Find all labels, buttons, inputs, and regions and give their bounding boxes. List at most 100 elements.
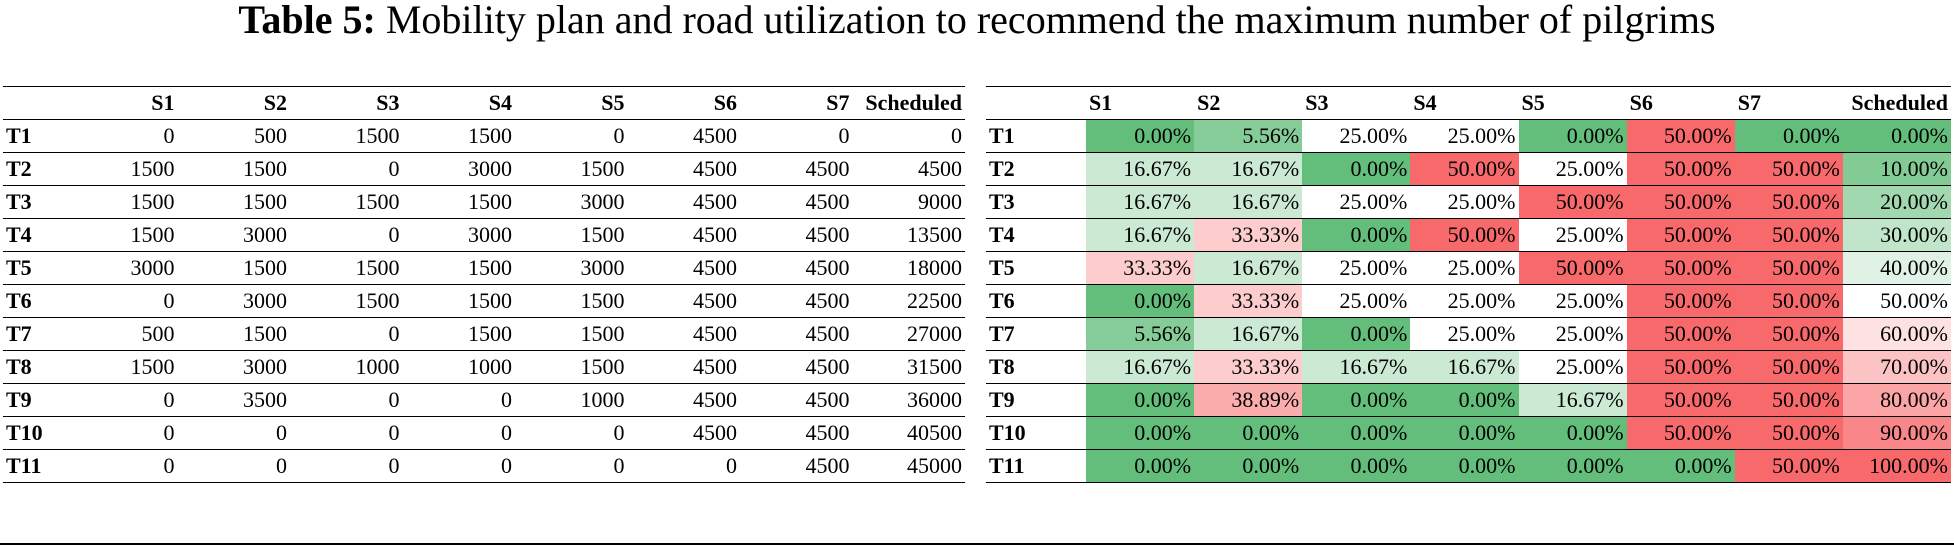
road-s2-cell: 1500 (243, 321, 287, 346)
scheduled-cell: 22500 (907, 288, 962, 313)
road-s7-cell: 50.00% (1734, 185, 1843, 219)
road-s6-cell: 50.00% (1626, 218, 1735, 252)
road-s4-cell: 3000 (468, 222, 512, 247)
road-s7-cell: 50.00% (1734, 152, 1843, 186)
row-header: T3 (6, 189, 32, 214)
row-header: T2 (6, 156, 32, 181)
road-s7-cell: 4500 (805, 321, 850, 346)
row-header: T7 (989, 321, 1015, 346)
road-s6-cell: 4500 (693, 123, 737, 148)
road-s1-cell: 1500 (130, 354, 175, 379)
road-s2-cell: 3000 (243, 354, 287, 379)
road-s2-cell: 1500 (243, 156, 287, 181)
scheduled-cell: 90.00% (1842, 416, 1951, 450)
road-s5-cell: 1000 (580, 387, 625, 412)
road-s6-cell: 50.00% (1626, 119, 1735, 153)
row-header: T7 (6, 321, 32, 346)
road-s3-cell: 25.00% (1302, 284, 1411, 318)
road-s4-cell: 1500 (468, 288, 512, 313)
corner-cell (3, 86, 65, 120)
road-s4-cell: 0 (501, 387, 512, 412)
road-s4-cell: 25.00% (1410, 185, 1519, 219)
road-s4-cell: 0.00% (1410, 449, 1519, 483)
scheduled-cell: 100.00% (1842, 449, 1951, 483)
road-s6-cell: 50.00% (1626, 251, 1735, 285)
road-s1-cell: 16.67% (1086, 152, 1195, 186)
road-s3-cell: 1500 (355, 255, 400, 280)
table-row: T10 0 0 0 0 0 4500 4500 40500 (3, 417, 965, 450)
road-s4-cell: 1500 (468, 321, 512, 346)
road-s3-cell: 0.00% (1302, 383, 1411, 417)
road-s6-cell: 4500 (693, 420, 737, 445)
road-s3-cell: 0.00% (1302, 152, 1411, 186)
road-s7-cell: 4500 (805, 354, 850, 379)
col-header-s3: S3 (1302, 86, 1411, 120)
caption-label: Table 5: (238, 0, 376, 42)
road-s4-cell: 0.00% (1410, 416, 1519, 450)
table-row: T9 0.00% 38.89% 0.00% 0.00% 16.67% 50.00% 50.00… (986, 383, 1951, 417)
road-s5-cell: 1500 (580, 156, 625, 181)
road-s6-cell: 50.00% (1626, 317, 1735, 351)
road-s1-cell: 500 (141, 321, 175, 346)
table-row: T9 0 3500 0 0 1000 4500 4500 36000 (3, 384, 965, 417)
scheduled-cell: 36000 (907, 387, 962, 412)
road-s2-cell: 0 (276, 453, 287, 478)
road-s3-cell: 1000 (355, 354, 400, 379)
road-s5-cell: 1500 (580, 222, 625, 247)
road-s2-cell: 1500 (243, 189, 287, 214)
road-s7-cell: 0 (838, 123, 850, 148)
road-s4-cell: 0 (501, 453, 512, 478)
road-s3-cell: 0 (388, 420, 400, 445)
road-s1-cell: 1500 (130, 156, 175, 181)
road-s3-cell: 0 (388, 453, 400, 478)
road-s5-cell: 1500 (580, 321, 625, 346)
road-s5-cell: 0.00% (1518, 119, 1627, 153)
road-s6-cell: 50.00% (1626, 284, 1735, 318)
road-s3-cell: 0.00% (1302, 416, 1411, 450)
road-s1-cell: 16.67% (1086, 218, 1195, 252)
table-row: T1 0 500 1500 1500 0 4500 0 0 (3, 120, 965, 153)
road-s1-cell: 1500 (130, 222, 175, 247)
road-s7-cell: 4500 (805, 288, 850, 313)
scheduled-cell: 10.00% (1842, 152, 1951, 186)
road-s2-cell: 500 (254, 123, 287, 148)
scheduled-cell: 40.00% (1842, 251, 1951, 285)
table-caption: Table 5: Mobility plan and road utilizati… (0, 0, 1954, 40)
road-s6-cell: 50.00% (1626, 152, 1735, 186)
road-s7-cell: 50.00% (1734, 218, 1843, 252)
col-header-s4: S4 (1410, 86, 1519, 120)
table-row: T5 3000 1500 1500 1500 3000 4500 4500 18000 (3, 252, 965, 285)
road-s1-cell: 0.00% (1086, 449, 1195, 483)
road-s4-cell: 25.00% (1410, 119, 1519, 153)
scheduled-cell: 31500 (907, 354, 962, 379)
road-s3-cell: 0 (388, 321, 400, 346)
road-s6-cell: 4500 (693, 387, 737, 412)
road-s5-cell: 25.00% (1518, 284, 1627, 318)
road-s2-cell: 16.67% (1194, 251, 1303, 285)
road-s1-cell: 0.00% (1086, 416, 1195, 450)
road-s4-cell: 0 (501, 420, 512, 445)
road-s7-cell: 50.00% (1734, 383, 1843, 417)
table-row: T2 1500 1500 0 3000 1500 4500 4500 4500 (3, 153, 965, 186)
col-header-s7: S7 (740, 86, 853, 120)
road-s5-cell: 0 (613, 123, 625, 148)
row-header: T4 (6, 222, 32, 247)
table-row: T10 0.00% 0.00% 0.00% 0.00% 0.00% 50.00% 50.00%… (986, 416, 1951, 450)
road-s2-cell: 38.89% (1194, 383, 1303, 417)
road-s1-cell: 0.00% (1086, 119, 1195, 153)
road-s3-cell: 25.00% (1302, 251, 1411, 285)
table-row: T11 0 0 0 0 0 0 4500 45000 (3, 450, 965, 483)
road-s4-cell: 0.00% (1410, 383, 1519, 417)
table-row: T11 0.00% 0.00% 0.00% 0.00% 0.00% 0.00% 50.00% 1… (986, 449, 1951, 483)
scheduled-cell: 20.00% (1842, 185, 1951, 219)
col-header-s6: S6 (1626, 86, 1735, 120)
road-s1-cell: 1500 (130, 189, 175, 214)
table-row: T6 0.00% 33.33% 25.00% 25.00% 25.00% 50.00% 50.… (986, 284, 1951, 318)
scheduled-cell: 50.00% (1842, 284, 1951, 318)
road-s3-cell: 16.67% (1302, 350, 1411, 384)
road-s3-cell: 0 (388, 387, 400, 412)
road-s5-cell: 0 (613, 420, 625, 445)
table-row: T6 0 3000 1500 1500 1500 4500 4500 22500 (3, 285, 965, 318)
col-header-s7: S7 (1734, 86, 1843, 120)
road-s5-cell: 3000 (580, 189, 625, 214)
